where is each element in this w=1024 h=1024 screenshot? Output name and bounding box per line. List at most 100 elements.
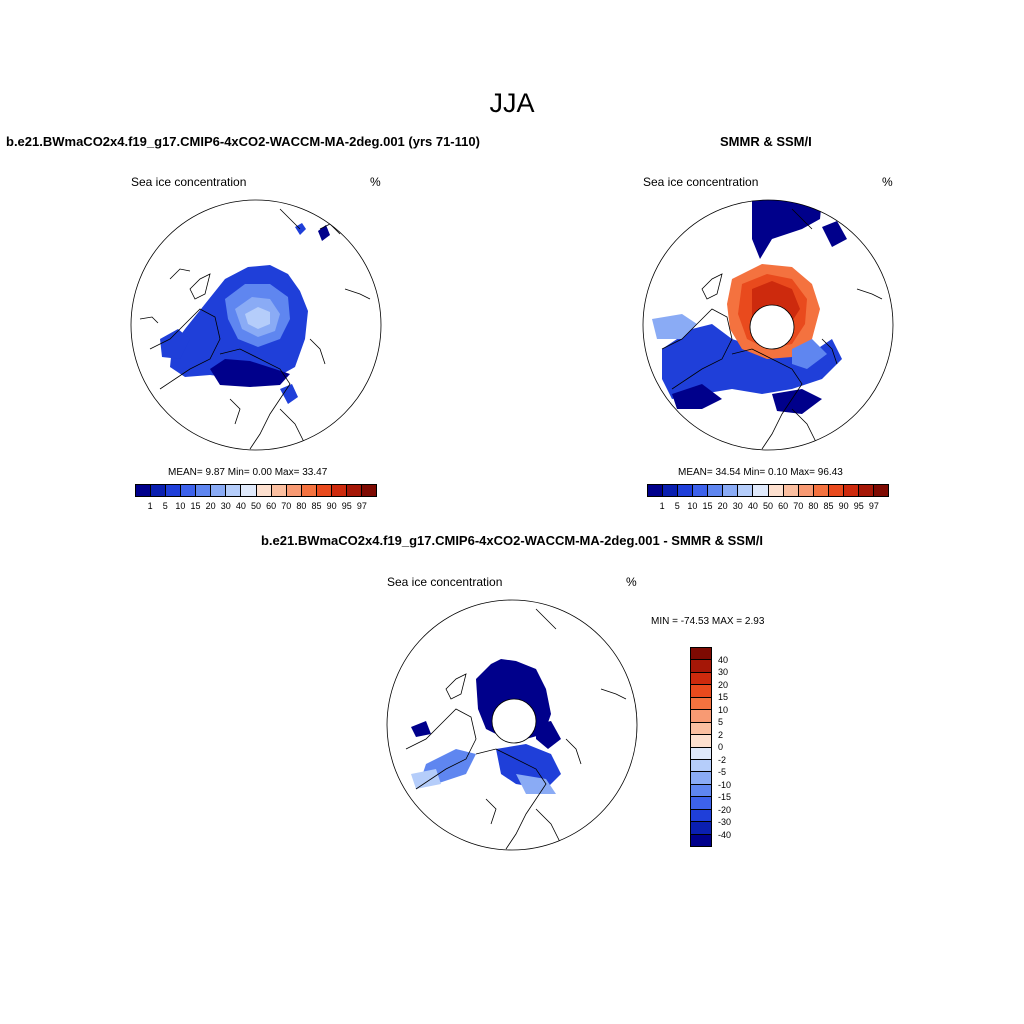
- colorbar-tick-label: 95: [853, 501, 864, 511]
- colorbar-tick-label: 60: [778, 501, 789, 511]
- diff-panel-header: b.e21.BWmaCO2x4.f19_g17.CMIP6-4xCO2-WACC…: [260, 533, 764, 548]
- colorbar-swatch: [753, 485, 769, 496]
- colorbar-tick-label: 90: [326, 501, 337, 511]
- colorbar-swatch: [691, 697, 711, 711]
- colorbar-tick-label: 70: [793, 501, 804, 511]
- colorbar-tick-label: 1: [659, 501, 665, 511]
- model-polar-map: [130, 199, 382, 451]
- colorbar-tick-label: 5: [162, 501, 168, 511]
- colorbar-tick-label: 97: [356, 501, 367, 511]
- colorbar-swatch: [723, 485, 739, 496]
- colorbar-swatch: [768, 485, 784, 496]
- colorbar-swatch: [738, 485, 754, 496]
- colorbar-tick-label: 15: [702, 501, 713, 511]
- model-map-boundary: [130, 199, 382, 451]
- colorbar-swatch: [301, 485, 317, 496]
- model-panel-header: b.e21.BWmaCO2x4.f19_g17.CMIP6-4xCO2-WACC…: [6, 134, 480, 149]
- colorbar-tick-label: 15: [718, 692, 729, 702]
- colorbar-tick-label: 0: [718, 742, 724, 752]
- colorbar-swatch: [691, 648, 711, 661]
- diff-polar-map: [386, 599, 638, 851]
- colorbar-tick-label: 40: [747, 501, 758, 511]
- colorbar-swatch: [663, 485, 679, 496]
- colorbar-tick-label: 50: [762, 501, 774, 511]
- colorbar-swatch: [691, 759, 711, 773]
- colorbar-swatch: [843, 485, 859, 496]
- colorbar-swatch: [691, 672, 711, 686]
- colorbar-tick-label: 85: [311, 501, 322, 511]
- colorbar-swatch: [783, 485, 799, 496]
- obs-coastlines: [661, 208, 883, 450]
- obs-polar-map: [642, 199, 894, 451]
- model-sea-ice-field: [160, 223, 330, 404]
- colorbar-swatch: [693, 485, 709, 496]
- obs-sea-ice-field: [652, 200, 847, 414]
- obs-panel-units-label: %: [882, 175, 893, 189]
- colorbar-tick-label: 30: [718, 667, 729, 677]
- colorbar-tick-label: 80: [296, 501, 307, 511]
- colorbar-swatch: [331, 485, 347, 496]
- colorbar-swatch: [691, 809, 711, 823]
- colorbar-swatch: [181, 485, 197, 496]
- model-panel-units-label: %: [370, 175, 381, 189]
- colorbar-swatch: [858, 485, 874, 496]
- colorbar-tick-label: 95: [341, 501, 352, 511]
- colorbar-swatch: [708, 485, 724, 496]
- diff-panel-statistics: MIN = -74.53 MAX = 2.93: [651, 616, 765, 627]
- colorbar-swatch: [271, 485, 287, 496]
- colorbar-swatch: [316, 485, 332, 496]
- diff-sea-ice-field: [411, 659, 561, 794]
- colorbar-tick-label: 97: [868, 501, 879, 511]
- colorbar-swatch: [136, 485, 152, 496]
- colorbar-swatch: [196, 485, 212, 496]
- model-colorbar: [135, 484, 377, 497]
- obs-map-boundary: [642, 199, 894, 451]
- colorbar-tick-label: 20: [718, 679, 729, 690]
- colorbar-tick-label: -30: [718, 817, 732, 827]
- colorbar-swatch: [691, 772, 711, 785]
- colorbar-tick-label: 5: [674, 501, 680, 511]
- model-panel-variable-label: Sea ice concentration: [131, 175, 247, 189]
- colorbar-tick-label: -2: [718, 754, 727, 765]
- colorbar-swatch: [813, 485, 829, 496]
- colorbar-swatch: [648, 485, 664, 496]
- colorbar-swatch: [828, 485, 844, 496]
- colorbar-tick-label: 2: [718, 729, 724, 740]
- colorbar-swatch: [691, 747, 711, 760]
- obs-colorbar: [647, 484, 889, 497]
- colorbar-tick-label: 70: [281, 501, 292, 511]
- colorbar-tick-label: 10: [175, 501, 186, 511]
- colorbar-swatch: [691, 710, 711, 723]
- colorbar-tick-label: -5: [718, 767, 727, 777]
- colorbar-swatch: [691, 822, 711, 835]
- colorbar-swatch: [691, 660, 711, 673]
- colorbar-tick-label: -20: [718, 804, 732, 815]
- colorbar-tick-label: 5: [718, 717, 724, 727]
- diff-map-boundary: [386, 599, 638, 851]
- colorbar-tick-label: 40: [235, 501, 246, 511]
- colorbar-tick-label: 10: [687, 501, 698, 511]
- colorbar-tick-label: 15: [190, 501, 201, 511]
- colorbar-tick-label: -40: [718, 829, 732, 840]
- model-coastlines: [139, 208, 371, 450]
- colorbar-tick-label: 20: [205, 501, 216, 511]
- colorbar-tick-label: 1: [147, 501, 153, 511]
- figure-title: JJA: [489, 88, 535, 118]
- colorbar-tick-label: 60: [266, 501, 277, 511]
- colorbar-swatch: [691, 784, 711, 798]
- colorbar-swatch: [211, 485, 227, 496]
- colorbar-swatch: [256, 485, 272, 496]
- colorbar-swatch: [691, 797, 711, 810]
- colorbar-swatch: [691, 722, 711, 736]
- colorbar-swatch: [166, 485, 182, 496]
- colorbar-swatch: [678, 485, 694, 496]
- colorbar-swatch: [346, 485, 362, 496]
- colorbar-tick-label: 90: [838, 501, 849, 511]
- colorbar-tick-label: 30: [220, 501, 231, 511]
- colorbar-tick-label: 20: [717, 501, 728, 511]
- colorbar-tick-label: 85: [823, 501, 834, 511]
- diff-colorbar: [690, 647, 712, 847]
- colorbar-tick-label: -10: [718, 779, 732, 790]
- obs-panel-statistics: MEAN= 34.54 Min= 0.10 Max= 96.43: [678, 467, 843, 478]
- colorbar-swatch: [691, 735, 711, 748]
